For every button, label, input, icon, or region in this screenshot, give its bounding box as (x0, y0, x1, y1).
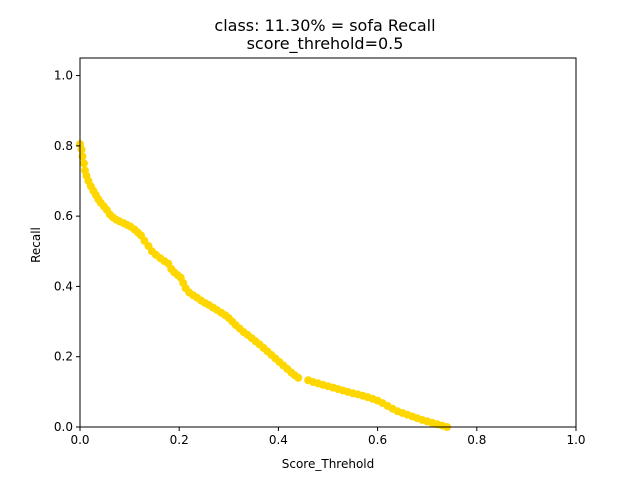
y-axis-ticks: 0.0 0.2 0.4 0.6 0.8 1.0 (54, 69, 80, 434)
x-tick-label: 0.0 (70, 433, 89, 447)
x-axis-ticks: 0.0 0.2 0.4 0.6 0.8 1.0 (70, 427, 586, 447)
y-tick-label: 0.0 (54, 420, 73, 434)
plot-frame (79, 57, 577, 428)
chart-title-line2: score_threhold=0.5 (247, 34, 404, 54)
y-axis-label: Recall (29, 227, 43, 263)
y-tick-label: 0.6 (54, 209, 73, 223)
chart-title: class: 11.30% = sofa Recall score_threho… (214, 16, 435, 54)
x-tick-label: 1.0 (566, 433, 585, 447)
data-point (79, 159, 88, 168)
y-tick-label: 0.4 (54, 279, 73, 293)
x-axis-label: Score_Threhold (282, 457, 375, 471)
x-tick-label: 0.4 (269, 433, 288, 447)
x-tick-label: 0.6 (368, 433, 387, 447)
data-points (76, 140, 452, 431)
x-tick-label: 0.8 (467, 433, 486, 447)
x-tick-label: 0.2 (170, 433, 189, 447)
data-point (77, 145, 86, 154)
y-tick-label: 0.8 (54, 139, 73, 153)
chart-title-line1: class: 11.30% = sofa Recall (214, 16, 435, 35)
data-point (294, 373, 303, 382)
y-tick-label: 1.0 (54, 69, 73, 83)
y-tick-label: 0.2 (54, 350, 73, 364)
